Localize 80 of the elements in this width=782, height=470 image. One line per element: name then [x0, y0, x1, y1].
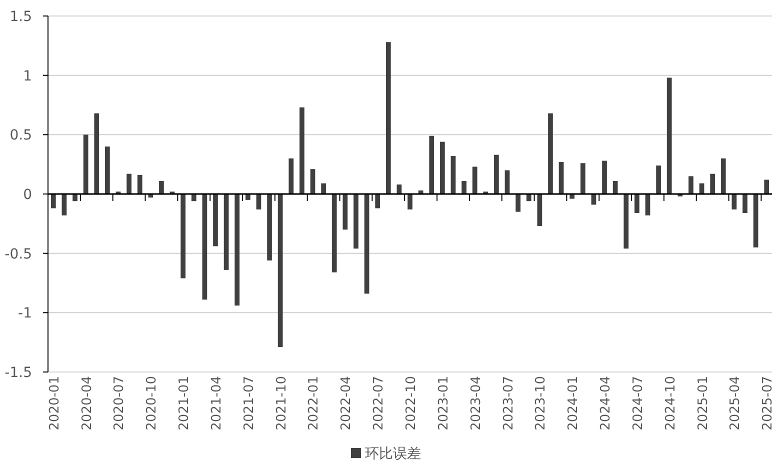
x-tick-label: 2023-10 — [534, 376, 549, 430]
bar — [213, 194, 218, 246]
bar — [516, 194, 520, 212]
bar — [710, 174, 715, 194]
bar — [180, 194, 186, 278]
bar — [375, 194, 380, 208]
x-tick-label: 2021-01 — [177, 376, 192, 430]
x-tick-label: 2020-04 — [80, 376, 95, 430]
bar — [288, 158, 294, 194]
bar — [429, 136, 434, 194]
bar — [234, 194, 240, 306]
bar — [624, 194, 629, 249]
bar — [742, 194, 748, 213]
bar — [278, 194, 283, 348]
bar — [732, 194, 737, 210]
x-tick-label: 2020-10 — [144, 376, 160, 430]
x-tick-label: 2025-07 — [760, 376, 776, 430]
bar — [764, 180, 770, 194]
x-tick-label: 2023-01 — [436, 376, 452, 430]
legend-label: 环比误差 — [365, 446, 421, 462]
bar — [83, 134, 88, 194]
bar — [472, 166, 478, 194]
bar — [321, 183, 326, 194]
x-tick-label: 2020-01 — [47, 376, 62, 430]
bar — [634, 194, 640, 213]
bar — [602, 160, 607, 194]
x-tick-label: 2024-07 — [630, 376, 646, 430]
x-tick-label: 2020-07 — [112, 376, 128, 430]
x-tick-label: 2025-01 — [696, 376, 711, 430]
bar — [494, 154, 499, 194]
x-tick-label: 2023-04 — [468, 376, 484, 430]
y-tick-label: -1.5 — [4, 365, 32, 381]
x-tick-label: 2022-01 — [306, 376, 322, 430]
x-tick-label: 2022-10 — [404, 376, 419, 430]
bar — [354, 194, 358, 249]
x-tick-label: 2023-07 — [501, 376, 516, 430]
bar — [504, 170, 510, 194]
x-tick-label: 2021-10 — [274, 376, 290, 430]
bar — [386, 42, 391, 194]
bar — [267, 194, 272, 260]
bar — [105, 146, 110, 194]
y-tick-label: -0.5 — [4, 246, 32, 262]
bar — [50, 194, 56, 208]
bar — [440, 142, 445, 194]
bar — [159, 180, 164, 194]
bar — [548, 113, 553, 194]
x-tick-label: 2022-07 — [372, 376, 387, 430]
bar — [656, 166, 661, 194]
x-tick-label: 2022-04 — [339, 376, 354, 430]
x-tick-label: 2021-04 — [209, 376, 224, 430]
bar — [300, 107, 304, 194]
bar — [558, 162, 564, 194]
bar — [332, 194, 337, 272]
x-tick-label: 2021-07 — [242, 376, 257, 430]
bar — [666, 78, 672, 194]
bar — [94, 113, 100, 194]
x-tick-label: 2025-04 — [728, 376, 744, 430]
bar — [720, 158, 726, 194]
y-tick-label: 1 — [23, 68, 32, 84]
bar — [310, 169, 316, 194]
x-tick-label: 2024-10 — [663, 376, 678, 430]
bar — [408, 194, 412, 210]
y-tick-label: -1 — [18, 306, 32, 322]
y-tick-label: 0 — [23, 187, 32, 203]
bar — [342, 194, 348, 230]
bar — [450, 156, 456, 194]
y-tick-label: 0.5 — [10, 128, 32, 144]
x-tick-label: 2024-04 — [598, 376, 614, 430]
bar — [137, 175, 142, 194]
bar — [580, 163, 586, 194]
bar — [364, 194, 370, 294]
bar — [537, 194, 542, 226]
bar — [202, 194, 208, 300]
bar — [462, 180, 466, 194]
bar — [753, 194, 758, 248]
bar — [688, 176, 694, 194]
bar — [224, 194, 229, 270]
bar — [126, 174, 132, 194]
y-tick-label: 1.5 — [10, 9, 32, 25]
x-tick-label: 2024-01 — [566, 376, 582, 430]
